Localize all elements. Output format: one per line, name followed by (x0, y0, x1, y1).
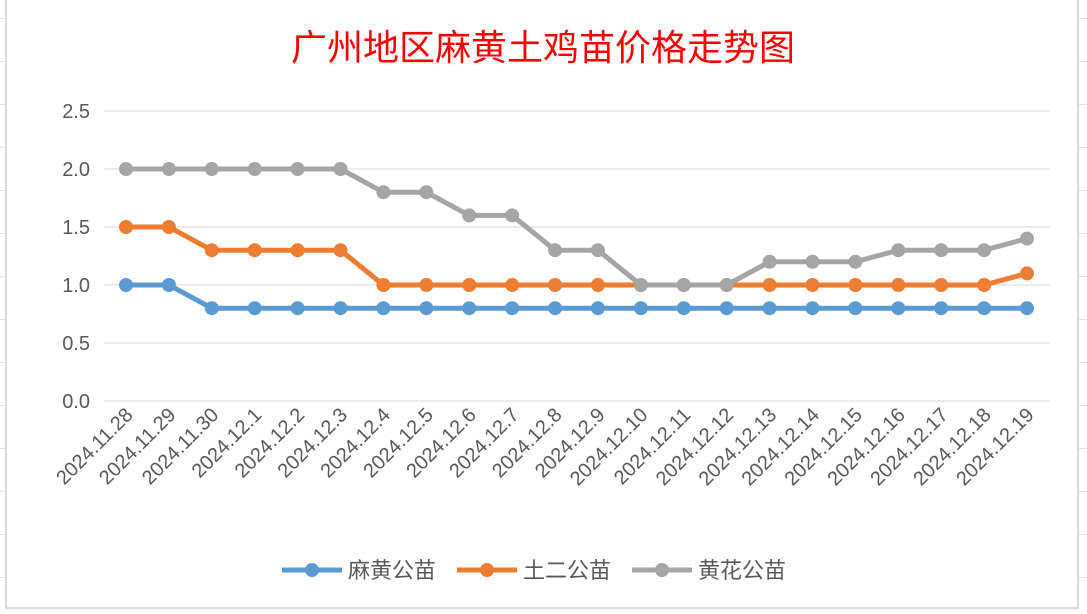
data-point (204, 243, 219, 258)
data-point (590, 243, 605, 258)
data-point (290, 301, 305, 316)
data-point (590, 278, 605, 292)
data-point (633, 278, 648, 292)
data-point (934, 278, 949, 292)
data-point (977, 243, 992, 258)
y-tick-label: 2.5 (62, 101, 90, 123)
y-tick-label: 1.0 (62, 275, 90, 297)
data-point (891, 278, 906, 292)
data-point (462, 301, 477, 316)
data-point (1020, 266, 1034, 281)
data-point (376, 278, 391, 292)
data-point (376, 185, 391, 200)
data-point (376, 301, 391, 316)
data-point (548, 278, 563, 292)
data-point (462, 208, 477, 223)
data-point (204, 301, 219, 316)
data-point (934, 243, 949, 258)
data-point (590, 301, 605, 316)
data-point (848, 278, 863, 292)
y-tick-label: 1.5 (62, 217, 90, 239)
data-point (247, 301, 262, 316)
data-point (333, 243, 348, 258)
data-point (762, 278, 777, 292)
data-point (247, 243, 262, 258)
data-point (505, 301, 520, 316)
data-point (419, 301, 434, 316)
legend-label: 黄花公苗 (698, 559, 786, 584)
data-point (719, 301, 734, 316)
series-line-3 (126, 166, 1028, 288)
data-point (676, 301, 691, 316)
data-point (548, 243, 563, 258)
data-point (119, 278, 133, 292)
data-point (419, 185, 434, 200)
series-line-1 (126, 282, 1027, 311)
data-point (290, 162, 305, 176)
legend-marker (655, 563, 669, 577)
data-point (1020, 301, 1034, 316)
data-point (848, 254, 863, 269)
legend-marker (480, 563, 494, 577)
data-point (548, 301, 563, 316)
y-tick-label: 2.0 (62, 159, 90, 181)
legend-marker (305, 563, 319, 577)
legend-label: 麻黄公苗 (348, 559, 436, 584)
data-point (891, 301, 906, 316)
data-point (805, 301, 820, 316)
legend-label: 土二公苗 (523, 559, 611, 584)
data-point (505, 208, 520, 223)
data-point (161, 278, 176, 292)
chart-title: 广州地区麻黄土鸡苗价格走势图 (291, 28, 795, 69)
y-tick-label: 0.5 (62, 333, 90, 355)
data-point (676, 278, 691, 292)
data-point (119, 162, 133, 176)
data-point (161, 162, 176, 176)
series-line-2 (126, 224, 1028, 288)
data-point (119, 220, 133, 234)
data-point (891, 243, 906, 258)
data-point (762, 301, 777, 316)
data-point (462, 278, 477, 292)
data-point (848, 301, 863, 316)
data-point (204, 162, 219, 176)
data-point (719, 278, 734, 292)
data-point (805, 254, 820, 269)
data-point (977, 278, 992, 292)
data-point (977, 301, 992, 316)
data-point (161, 220, 176, 234)
data-point (805, 278, 820, 292)
data-point (1020, 231, 1034, 246)
data-point (934, 301, 949, 316)
y-tick-label: 0.0 (62, 391, 90, 413)
data-point (333, 301, 348, 316)
data-point (762, 254, 777, 269)
data-point (633, 301, 648, 316)
data-point (290, 243, 305, 258)
data-point (247, 162, 262, 176)
data-point (505, 278, 520, 292)
data-point (419, 278, 434, 292)
data-point (333, 162, 348, 176)
